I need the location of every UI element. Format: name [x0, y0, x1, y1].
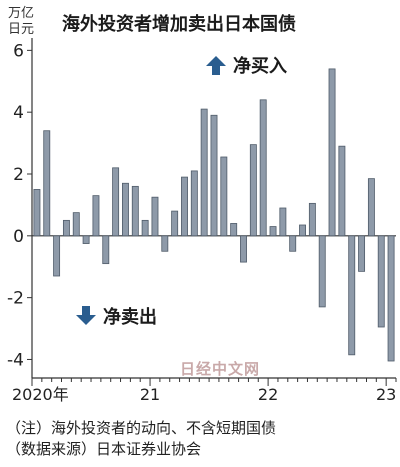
bar	[53, 235, 61, 277]
bar	[33, 189, 41, 237]
bar	[240, 235, 247, 263]
bar	[131, 185, 139, 237]
bar	[171, 210, 179, 237]
bar	[318, 235, 326, 308]
down-arrow-icon	[76, 306, 96, 325]
bar	[161, 235, 169, 252]
bar	[141, 219, 149, 237]
legend-net-buy: 净买入	[205, 52, 287, 78]
bar	[62, 219, 70, 237]
y-tick-label: 0	[13, 227, 24, 247]
bar	[289, 235, 297, 252]
bar	[249, 144, 257, 237]
chart-title: 海外投资者增加卖出日本国债	[62, 14, 296, 35]
y-tick-label: -4	[7, 350, 24, 370]
x-tick-label: 2020年	[12, 385, 69, 404]
bar	[308, 202, 316, 237]
legend-net-buy-label: 净买入	[233, 56, 287, 77]
x-tick-label: 22	[258, 385, 278, 404]
bar	[82, 235, 90, 244]
footnote-note: （注）海外投资者的动向、不含短期国债	[6, 419, 277, 437]
x-tick-label: 21	[140, 385, 160, 404]
bar	[367, 178, 375, 237]
bar	[358, 235, 366, 272]
y-tick-label: -2	[7, 289, 24, 309]
bar	[210, 114, 218, 237]
bar	[102, 235, 110, 265]
x-tick-label: 23	[376, 385, 396, 404]
bar	[230, 223, 238, 237]
bar	[190, 170, 198, 237]
bar	[269, 226, 277, 237]
footnotes: （注）海外投资者的动向、不含短期国债 （数据来源）日本证券业协会	[6, 418, 276, 460]
legend-net-sell-label: 净卖出	[103, 307, 157, 328]
y-tick-label: 6	[13, 41, 24, 61]
footnote-source: （数据来源）日本证券业协会	[6, 440, 202, 458]
bar	[279, 207, 287, 237]
bar	[338, 145, 346, 237]
legend-net-sell: 净卖出	[75, 303, 157, 329]
y-tick-label: 2	[13, 165, 24, 185]
up-arrow-icon	[206, 56, 226, 75]
bar	[72, 212, 80, 237]
unit-line-1: 万亿	[8, 6, 35, 21]
bar	[200, 108, 208, 237]
bar	[220, 156, 228, 237]
y-axis-unit-label: 万亿 日元	[8, 6, 34, 38]
bar	[328, 68, 336, 237]
bar	[43, 130, 51, 237]
bar	[112, 167, 120, 237]
bar	[259, 99, 267, 237]
bar	[299, 224, 306, 237]
y-tick-label: 4	[13, 103, 24, 123]
watermark: 日经中文网	[180, 360, 261, 378]
bar	[181, 176, 188, 237]
bar	[348, 235, 356, 356]
unit-line-2: 日元	[8, 22, 35, 37]
bar	[377, 235, 385, 328]
bar	[92, 195, 100, 237]
bar	[387, 235, 395, 362]
bar	[151, 196, 159, 237]
bar	[122, 182, 129, 237]
